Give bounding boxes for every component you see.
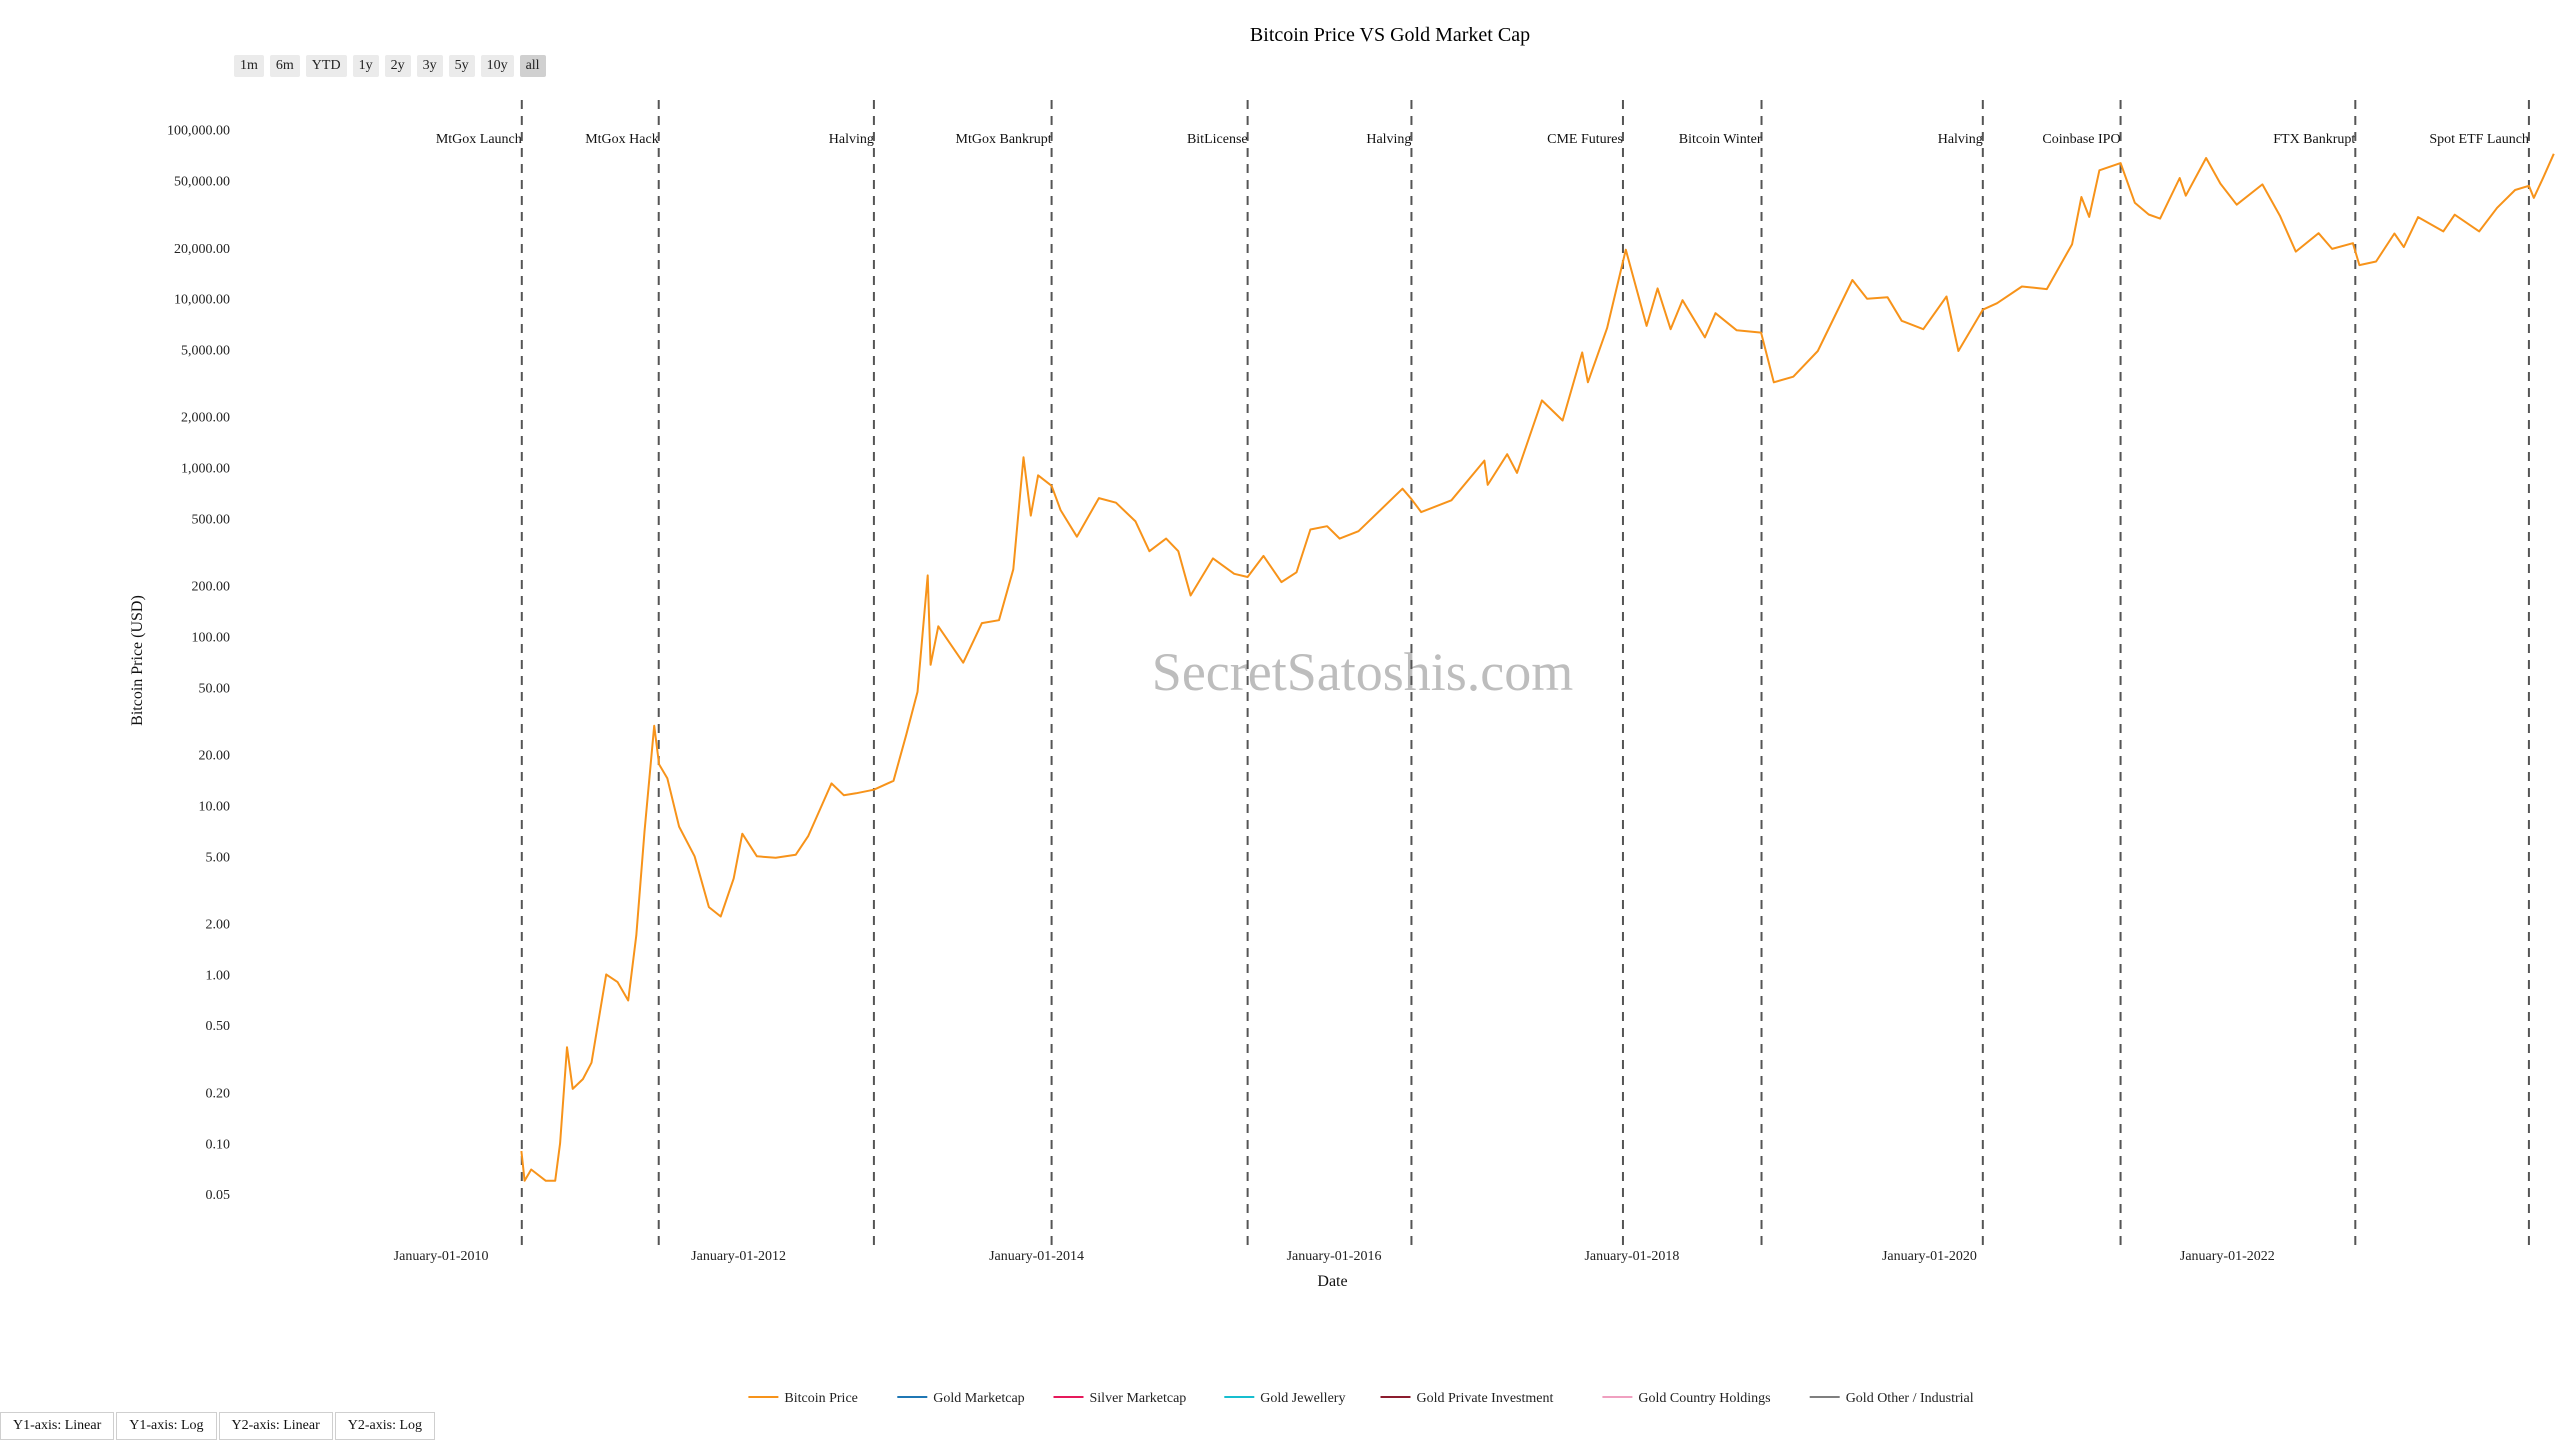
range-button-5y[interactable]: 5y	[448, 55, 475, 77]
legend-item[interactable]: Gold Other / Industrial	[1809, 1391, 1974, 1406]
y1-log-button[interactable]: Y1-axis: Log	[116, 1412, 217, 1440]
legend-label: Gold Private Investment	[1417, 1391, 1554, 1406]
event-label: MtGox Bankrupt	[956, 132, 1052, 147]
y-tick-label: 20,000.00	[174, 242, 230, 257]
event-label: Halving	[829, 132, 874, 147]
y-tick-label: 0.05	[206, 1188, 231, 1203]
y-tick-label: 100.00	[192, 631, 231, 646]
x-tick-label: January-01-2020	[1882, 1249, 1977, 1264]
y-tick-label: 100,000.00	[167, 124, 230, 139]
y-tick-label: 0.10	[206, 1137, 231, 1152]
range-button-all[interactable]: all	[519, 55, 546, 77]
x-tick-label: January-01-2016	[1287, 1249, 1382, 1264]
range-selector: 1m 6m YTD 1y 2y 3y 5y 10y all	[234, 55, 546, 77]
y2-log-button[interactable]: Y2-axis: Log	[334, 1412, 436, 1440]
y-tick-label: 5.00	[206, 850, 231, 865]
range-button-1y[interactable]: 1y	[352, 55, 379, 77]
y-tick-label: 10,000.00	[174, 293, 230, 308]
event-label: Coinbase IPO	[2042, 132, 2120, 147]
y-tick-label: 0.20	[206, 1086, 231, 1101]
event-label: MtGox Launch	[436, 132, 522, 147]
y-tick-label: 500.00	[192, 512, 231, 527]
legend-label: Gold Country Holdings	[1638, 1391, 1770, 1406]
y1-linear-button[interactable]: Y1-axis: Linear	[0, 1412, 115, 1440]
y2-linear-button[interactable]: Y2-axis: Linear	[218, 1412, 333, 1440]
event-label: MtGox Hack	[585, 132, 659, 147]
y-tick-label: 50,000.00	[174, 175, 230, 190]
legend-item[interactable]: Silver Marketcap	[1053, 1391, 1187, 1406]
event-label: CME Futures	[1547, 132, 1623, 147]
x-axis-title: Date	[1317, 1273, 1347, 1290]
y-tick-label: 1.00	[206, 968, 231, 983]
range-button-3y[interactable]: 3y	[416, 55, 443, 77]
legend-item[interactable]: Gold Private Investment	[1380, 1391, 1554, 1406]
y-tick-label: 50.00	[199, 681, 231, 696]
y-axis-title: Bitcoin Price (USD)	[129, 595, 146, 726]
y-tick-label: 1,000.00	[181, 462, 230, 477]
event-label: Bitcoin Winter	[1679, 132, 1762, 147]
event-label: Spot ETF Launch	[2429, 132, 2529, 147]
event-label: Halving	[1938, 132, 1983, 147]
y-tick-label: 20.00	[199, 749, 231, 764]
range-button-1m[interactable]: 1m	[234, 55, 264, 77]
x-tick-label: January-01-2012	[691, 1249, 786, 1264]
y-tick-label: 2,000.00	[181, 411, 230, 426]
axis-scale-buttons: Y1-axis: Linear Y1-axis: Log Y2-axis: Li…	[0, 1412, 437, 1440]
legend-label: Gold Other / Industrial	[1846, 1391, 1974, 1406]
event-label: BitLicense	[1187, 132, 1248, 147]
range-button-6m[interactable]: 6m	[269, 55, 300, 77]
y-tick-label: 10.00	[199, 799, 231, 814]
y-tick-label: 200.00	[192, 580, 231, 595]
x-tick-label: January-01-2010	[394, 1249, 489, 1264]
legend-label: Gold Marketcap	[933, 1391, 1024, 1406]
legend-label: Bitcoin Price	[784, 1391, 858, 1406]
event-label: Halving	[1366, 132, 1411, 147]
range-button-2y[interactable]: 2y	[384, 55, 411, 77]
x-tick-label: January-01-2014	[989, 1249, 1084, 1264]
legend-label: Silver Marketcap	[1090, 1391, 1187, 1406]
legend-item[interactable]: Gold Country Holdings	[1602, 1391, 1771, 1406]
legend-item[interactable]: Bitcoin Price	[748, 1391, 858, 1406]
y-tick-label: 5,000.00	[181, 344, 230, 359]
x-tick-label: January-01-2018	[1584, 1249, 1679, 1264]
y-tick-label: 2.00	[206, 918, 231, 933]
event-label: FTX Bankrupt	[2273, 132, 2355, 147]
bitcoin-price-line	[520, 153, 2555, 1182]
y-tick-label: 0.50	[206, 1019, 231, 1034]
legend-label: Gold Jewellery	[1260, 1391, 1345, 1406]
range-button-ytd[interactable]: YTD	[305, 55, 347, 77]
chart-title: Bitcoin Price VS Gold Market Cap	[1249, 24, 1531, 46]
x-tick-label: January-01-2022	[2180, 1249, 2275, 1264]
watermark: SecretSatoshis.com	[1152, 642, 1573, 702]
range-button-10y[interactable]: 10y	[480, 55, 514, 77]
legend-item[interactable]: Gold Marketcap	[897, 1391, 1025, 1406]
legend-item[interactable]: Gold Jewellery	[1224, 1391, 1345, 1406]
